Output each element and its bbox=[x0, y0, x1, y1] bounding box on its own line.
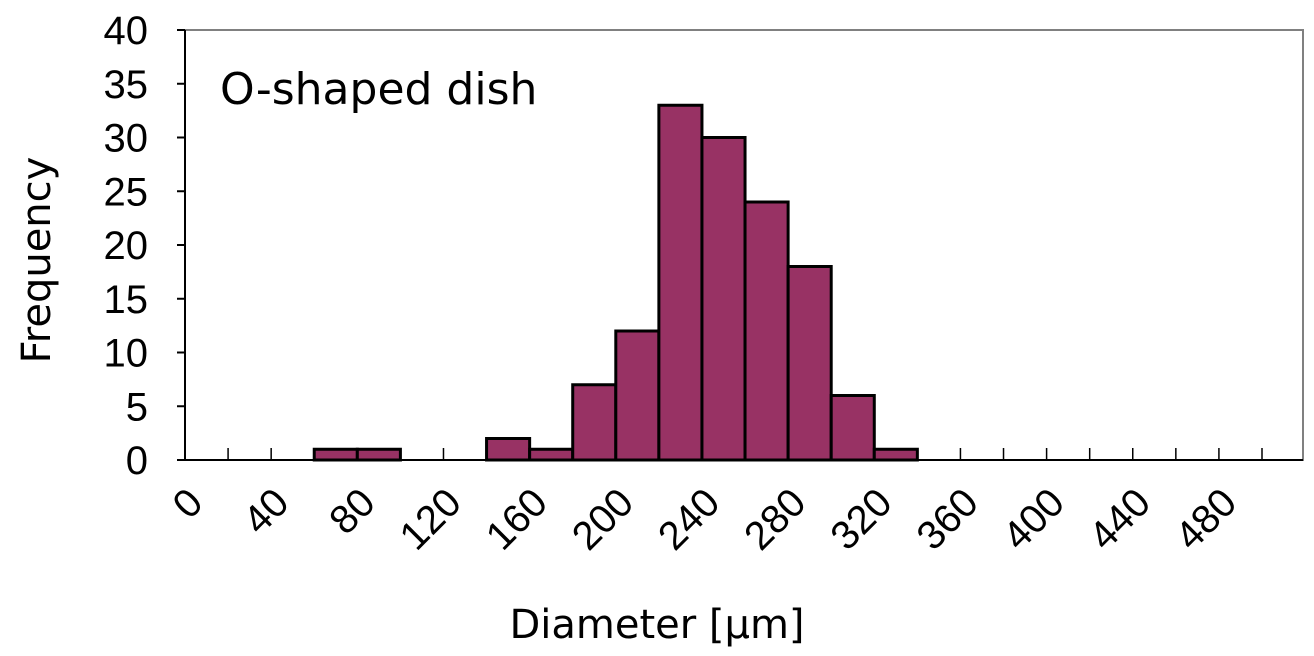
x-ticks-group: 0 40 80 120 160 200 240 280 320 360 400 440 480 bbox=[165, 448, 1263, 559]
x-tick-label: 80 bbox=[321, 480, 384, 543]
y-axis-label: Frequency bbox=[14, 157, 60, 364]
histogram-bar bbox=[829, 394, 876, 462]
x-tick-label: 0 bbox=[165, 480, 212, 527]
histogram-bar bbox=[872, 447, 919, 462]
x-tick-label: 40 bbox=[235, 480, 298, 543]
x-tick-label: 280 bbox=[736, 480, 814, 558]
x-tick-label: 360 bbox=[908, 480, 986, 558]
x-tick-label: 240 bbox=[650, 480, 728, 558]
histogram-bar bbox=[743, 200, 790, 462]
y-tick-label: 30 bbox=[104, 117, 149, 161]
x-tick-label: 440 bbox=[1081, 480, 1159, 558]
x-tick-label: 200 bbox=[564, 480, 642, 558]
histogram-bar bbox=[786, 265, 833, 462]
x-tick-label: 160 bbox=[478, 480, 556, 558]
y-tick-label: 5 bbox=[126, 385, 148, 429]
y-tick-label: 10 bbox=[104, 332, 149, 376]
y-tick-label: 40 bbox=[104, 9, 149, 53]
y-tick-label: 20 bbox=[104, 224, 149, 268]
x-tick-label: 480 bbox=[1167, 480, 1245, 558]
x-axis-label: Diameter [µm] bbox=[509, 602, 804, 648]
y-tick-label: 25 bbox=[104, 170, 149, 214]
histogram-bar bbox=[485, 437, 532, 462]
x-tick-label: 400 bbox=[995, 480, 1073, 558]
x-tick-label: 120 bbox=[392, 480, 470, 558]
histogram-bar bbox=[312, 447, 359, 462]
bars-group bbox=[312, 103, 919, 462]
y-tick-label: 35 bbox=[104, 63, 149, 107]
histogram-bar bbox=[528, 447, 575, 462]
histogram-bar bbox=[355, 447, 402, 462]
y-ticks-group: 0 5 10 15 20 25 30 35 40 bbox=[104, 9, 185, 483]
x-tick-label: 320 bbox=[822, 480, 900, 558]
histogram-bar bbox=[657, 103, 704, 462]
histogram-bar bbox=[700, 136, 747, 462]
chart-annotation: O-shaped dish bbox=[220, 64, 537, 115]
y-tick-label: 15 bbox=[104, 278, 149, 322]
y-tick-label: 0 bbox=[126, 439, 148, 483]
histogram-bar bbox=[571, 383, 618, 462]
histogram-bar bbox=[614, 329, 661, 462]
